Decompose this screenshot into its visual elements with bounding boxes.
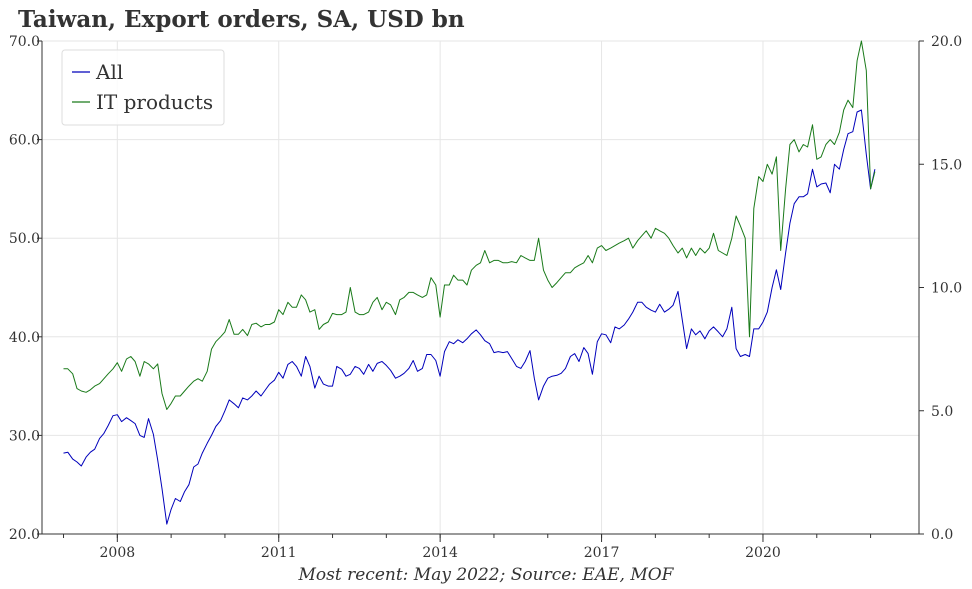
left-tick-label: 40.0 [9,330,40,346]
legend-label: All [95,60,123,84]
right-tick-label: 5.0 [931,404,953,420]
chart-title: Taiwan, Export orders, SA, USD bn [18,6,465,33]
legend-box [61,49,225,126]
left-tick-label: 60.0 [9,133,40,149]
grid-lines [42,40,919,535]
x-tick-label: 2017 [584,545,620,561]
right-tick-label: 0.0 [931,527,953,543]
x-tick-label: 2008 [100,545,136,561]
right-tick-label: 10.0 [931,281,962,297]
x-tick-label: 2020 [745,545,781,561]
left-tick-label: 70.0 [9,34,40,50]
legend: All IT products [61,49,225,126]
right-tick-label: 15.0 [931,157,962,173]
left-tick-label: 30.0 [9,428,40,444]
chart-source-note: Most recent: May 2022; Source: EAE, MOF [298,565,674,585]
series-line-it-products [63,40,876,410]
x-tick-label: 2014 [422,545,458,561]
series-lines [63,40,876,525]
left-tick-label: 50.0 [9,231,40,247]
right-tick-label: 20.0 [931,34,962,50]
left-tick-label: 20.0 [9,527,40,543]
axes: 20.0 30.0 40.0 50.0 60.0 70.0 0.0 5.0 10.0 15.0 20… [9,34,962,561]
series-line-all [63,109,876,525]
legend-label: IT products [96,90,213,114]
x-tick-label: 2011 [261,545,297,561]
